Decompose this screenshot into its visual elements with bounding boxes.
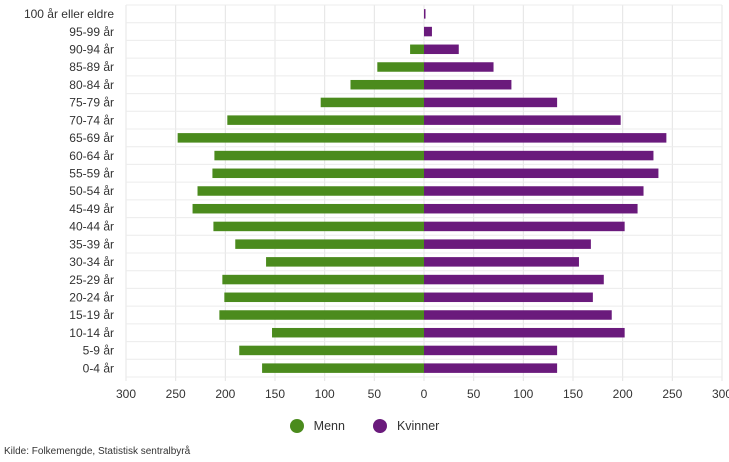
bar-menn-70-74 år[interactable] xyxy=(227,115,424,125)
bar-menn-45-49 år[interactable] xyxy=(192,203,424,214)
bar-menn-5-9 år[interactable] xyxy=(239,345,424,356)
bar-kvinner-0-4 år[interactable] xyxy=(424,363,558,373)
y-tick-label: 100 år eller eldre xyxy=(24,7,114,21)
y-axis-labels: 0-4 år 5-9 år 10-14 år 15-19 år 20-24 år 25-2… xyxy=(24,7,114,375)
y-tick-label: 15-19 år xyxy=(69,308,114,322)
bar-menn-35-39 år[interactable] xyxy=(235,239,424,249)
legend-item-menn[interactable]: Menn xyxy=(289,416,345,436)
bar-kvinner-65-69 år[interactable] xyxy=(424,133,667,143)
y-tick-label: 0-4 år xyxy=(83,361,114,375)
bar-kvinner-40-44 år[interactable] xyxy=(424,221,625,232)
bar-menn-85-89 år[interactable] xyxy=(377,62,424,72)
y-tick-label: 80-84 år xyxy=(69,78,114,92)
x-tick-label: 50 xyxy=(368,387,382,401)
x-tick-label: 300 xyxy=(712,387,729,401)
bar-menn-90-94 år[interactable] xyxy=(410,44,424,55)
bar-kvinner-15-19 år[interactable] xyxy=(424,310,612,320)
y-tick-label: 90-94 år xyxy=(69,42,114,56)
legend-marker-menn xyxy=(289,419,304,433)
bar-kvinner-5-9 år[interactable] xyxy=(424,345,558,356)
bar-menn-40-44 år[interactable] xyxy=(213,221,424,232)
bar-kvinner-60-64 år[interactable] xyxy=(424,150,654,161)
bar-menn-50-54 år[interactable] xyxy=(197,186,424,196)
bar-menn-75-79 år[interactable] xyxy=(320,97,424,108)
bar-menn-30-34 år[interactable] xyxy=(266,257,424,267)
x-tick-label: 0 xyxy=(421,387,428,401)
bar-kvinner-55-59 år[interactable] xyxy=(424,168,659,179)
y-tick-label: 30-34 år xyxy=(69,255,114,269)
bar-kvinner-25-29 år[interactable] xyxy=(424,274,604,285)
grid xyxy=(125,4,723,381)
y-tick-label: 20-24 år xyxy=(69,290,114,304)
bar-kvinner-30-34 år[interactable] xyxy=(424,257,579,267)
y-tick-label: 85-89 år xyxy=(69,60,114,74)
y-tick-label: 10-14 år xyxy=(69,326,114,340)
y-tick-label: 70-74 år xyxy=(69,113,114,127)
x-tick-label: 100 xyxy=(513,387,533,401)
legend-label-kvinner: Kvinner xyxy=(396,419,440,433)
legend-marker-kvinner xyxy=(372,419,387,433)
x-tick-label: 300 xyxy=(116,387,136,401)
y-tick-label: 75-79 år xyxy=(69,96,114,110)
y-tick-label: 65-69 år xyxy=(69,131,114,145)
bar-menn-80-84 år[interactable] xyxy=(350,79,424,90)
y-tick-label: 60-64 år xyxy=(69,149,114,163)
population-pyramid-chart: 0-4 år 5-9 år 10-14 år 15-19 år 20-24 år 25-2… xyxy=(24,4,729,401)
source-note: Kilde: Folkemengde, Statistisk sentralby… xyxy=(4,446,191,457)
bar-kvinner-35-39 år[interactable] xyxy=(424,239,591,249)
bar-menn-20-24 år[interactable] xyxy=(224,292,424,303)
bar-menn-65-69 år[interactable] xyxy=(177,133,424,143)
bar-kvinner-20-24 år[interactable] xyxy=(424,292,593,303)
x-tick-label: 150 xyxy=(563,387,583,401)
x-tick-label: 100 xyxy=(315,387,335,401)
bar-menn-55-59 år[interactable] xyxy=(212,168,424,179)
bar-kvinner-50-54 år[interactable] xyxy=(424,186,644,196)
bar-kvinner-70-74 år[interactable] xyxy=(424,115,621,125)
legend-label-menn: Menn xyxy=(313,419,345,433)
legend: Menn Kvinner xyxy=(0,416,729,436)
legend-item-kvinner[interactable]: Kvinner xyxy=(372,416,440,436)
bar-kvinner-45-49 år[interactable] xyxy=(424,203,638,214)
x-axis-labels: 300 250 200 150 100 50 0 50 100 150 200 250 300 xyxy=(116,387,729,401)
x-tick-label: 200 xyxy=(613,387,633,401)
bar-menn-25-29 år[interactable] xyxy=(222,274,424,285)
x-tick-label: 50 xyxy=(467,387,481,401)
bar-menn-15-19 år[interactable] xyxy=(219,310,424,320)
y-tick-label: 50-54 år xyxy=(69,184,114,198)
y-tick-label: 40-44 år xyxy=(69,220,114,234)
bar-kvinner-90-94 år[interactable] xyxy=(424,44,459,55)
bars xyxy=(177,9,667,373)
x-tick-label: 250 xyxy=(166,387,186,401)
bar-menn-60-64 år[interactable] xyxy=(214,150,424,161)
bar-kvinner-10-14 år[interactable] xyxy=(424,327,625,338)
bar-kvinner-100 år eller eldre[interactable] xyxy=(424,9,426,19)
bar-menn-10-14 år[interactable] xyxy=(272,327,424,338)
y-tick-label: 95-99 år xyxy=(69,25,114,39)
y-tick-label: 35-39 år xyxy=(69,237,114,251)
x-tick-label: 250 xyxy=(662,387,682,401)
y-tick-label: 5-9 år xyxy=(83,344,114,358)
y-tick-label: 55-59 år xyxy=(69,166,114,180)
x-tick-label: 150 xyxy=(265,387,285,401)
y-tick-label: 25-29 år xyxy=(69,273,114,287)
bar-menn-0-4 år[interactable] xyxy=(262,363,424,373)
bar-kvinner-80-84 år[interactable] xyxy=(424,79,512,90)
y-tick-label: 45-49 år xyxy=(69,202,114,216)
bar-kvinner-85-89 år[interactable] xyxy=(424,62,494,72)
bar-kvinner-95-99 år[interactable] xyxy=(424,26,432,37)
x-tick-label: 200 xyxy=(215,387,235,401)
bar-kvinner-75-79 år[interactable] xyxy=(424,97,558,108)
